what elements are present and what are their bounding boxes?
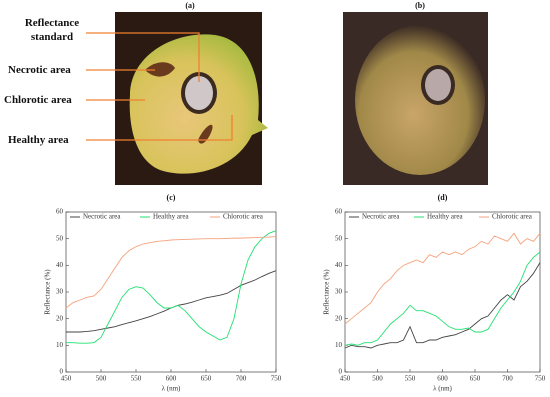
y-tick-label: 50 xyxy=(56,234,64,242)
y-tick-label: 0 xyxy=(60,368,64,376)
standard xyxy=(425,69,451,101)
annotation: Healthy area xyxy=(8,134,69,146)
series-line xyxy=(66,270,277,333)
legend-label: Healthy area xyxy=(153,213,189,221)
y-tick-label: 50 xyxy=(335,234,343,242)
x-axis-label: λ (nm) xyxy=(162,385,181,393)
x-tick-label: 550 xyxy=(405,375,416,383)
annotation: Necrotic area xyxy=(8,64,71,76)
x-axis-label: λ (nm) xyxy=(433,385,452,393)
x-tick-label: 650 xyxy=(470,375,481,383)
annotation: Chlorotic area xyxy=(4,94,72,106)
x-tick-label: 700 xyxy=(502,375,513,383)
plot-frame xyxy=(344,211,541,373)
y-tick-label: 40 xyxy=(56,261,64,269)
panel-label: (b) xyxy=(415,1,425,10)
x-tick-label: 600 xyxy=(166,375,177,383)
series-line xyxy=(344,262,541,349)
chart-title: (c) xyxy=(167,193,176,202)
y-tick-label: 10 xyxy=(335,341,343,349)
y-tick-label: 0 xyxy=(339,368,343,376)
callouts xyxy=(86,32,233,141)
x-tick-label: 500 xyxy=(96,375,107,383)
y-tick-label: 30 xyxy=(56,288,64,296)
legend-label: Chlorotic area xyxy=(223,213,264,221)
necrotic-spot xyxy=(145,62,175,77)
plot-frame xyxy=(65,211,277,373)
y-axis-label: Reflectance (%) xyxy=(323,269,331,315)
x-tick-label: 700 xyxy=(236,375,247,383)
panel-label: (a) xyxy=(185,1,195,10)
y-tick-label: 60 xyxy=(335,208,343,216)
legend-label: Necrotic area xyxy=(362,213,400,221)
series-line xyxy=(344,251,541,346)
necrotic-spot xyxy=(198,124,213,144)
x-tick-label: 550 xyxy=(131,375,142,383)
x-tick-label: 500 xyxy=(372,375,383,383)
x-tick-label: 450 xyxy=(61,375,72,383)
x-tick-label: 650 xyxy=(201,375,212,383)
standard xyxy=(185,76,213,110)
x-tick-label: 750 xyxy=(271,375,282,383)
x-tick-label: 600 xyxy=(437,375,448,383)
y-tick-label: 60 xyxy=(56,208,64,216)
series-line xyxy=(65,236,277,309)
y-tick-label: 20 xyxy=(56,314,64,322)
legend-label: Necrotic area xyxy=(83,213,121,221)
y-tick-label: 10 xyxy=(56,341,64,349)
leaf xyxy=(355,25,485,175)
y-axis-label: Reflectance (%) xyxy=(44,269,52,315)
series-line xyxy=(344,232,541,325)
x-tick-label: 750 xyxy=(535,375,546,383)
series-line xyxy=(66,230,277,344)
legend-label: Healthy area xyxy=(427,213,463,221)
y-tick-label: 40 xyxy=(335,261,343,269)
y-tick-label: 20 xyxy=(335,314,343,322)
chart-title: (d) xyxy=(438,193,448,202)
x-tick-label: 450 xyxy=(340,375,351,383)
y-tick-label: 30 xyxy=(335,288,343,296)
annotation: Reflectance standard xyxy=(24,17,80,43)
legend-label: Chlorotic area xyxy=(492,213,533,221)
